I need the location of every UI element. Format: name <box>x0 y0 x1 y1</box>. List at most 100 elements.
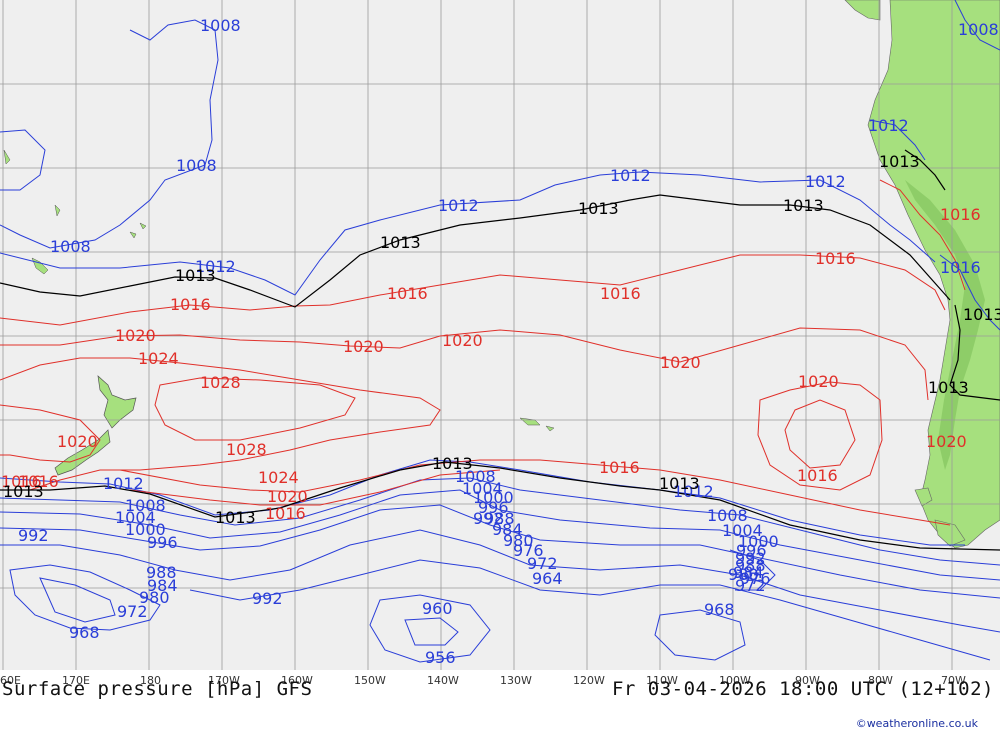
andes-highlands <box>905 180 985 470</box>
label-1013: 1013 <box>3 482 44 501</box>
label-1012: 1012 <box>805 172 846 191</box>
label-1008: 1008 <box>707 506 748 525</box>
label-1016: 1016 <box>1 472 42 491</box>
label-964: 964 <box>532 569 563 588</box>
label-976: 976 <box>740 569 771 588</box>
label-1008: 1008 <box>50 237 91 256</box>
label-1013: 1013 <box>380 233 421 252</box>
label-1000: 1000 <box>125 520 166 539</box>
label-1020: 1020 <box>267 487 308 506</box>
label-972: 972 <box>527 554 558 573</box>
label-956: 956 <box>425 648 456 667</box>
label-1028: 1028 <box>226 440 267 459</box>
credit-link[interactable]: ©weatheronline.co.uk <box>855 717 978 730</box>
label-960: 960 <box>422 599 453 618</box>
label-1020: 1020 <box>660 353 701 372</box>
label-1000: 1000 <box>473 488 514 507</box>
longitude-label: 70W <box>941 674 966 687</box>
label-996: 996 <box>147 533 178 552</box>
map-footer: 60E 170E 180 170W 160W 150W 140W 130W 12… <box>0 670 1000 733</box>
new-zealand-south-island <box>54 429 111 476</box>
longitude-label: 140W <box>427 674 459 687</box>
label-1013: 1013 <box>432 454 473 473</box>
label-980: 980 <box>503 531 534 550</box>
label-1012: 1012 <box>103 474 144 493</box>
label-972: 972 <box>735 576 766 595</box>
longitude-label: 130W <box>500 674 532 687</box>
label-1013: 1013 <box>963 305 1000 324</box>
label-1004: 1004 <box>722 521 763 540</box>
longitude-label: 60E <box>0 674 21 687</box>
label-1016: 1016 <box>797 466 838 485</box>
label-1013: 1013 <box>879 152 920 171</box>
label-1000: 1000 <box>738 532 779 551</box>
label-984: 984 <box>492 520 523 539</box>
longitude-label: 100W <box>719 674 751 687</box>
label-1016: 1016 <box>170 295 211 314</box>
isobar-labels: 1008 1008 1008 1012 1012 1012 1012 1012 … <box>1 16 1000 667</box>
longitude-label: 150W <box>354 674 386 687</box>
label-1016: 1016 <box>387 284 428 303</box>
longitude-label: 120W <box>573 674 605 687</box>
label-1008: 1008 <box>455 467 496 486</box>
label-1013: 1013 <box>578 199 619 218</box>
label-1004: 1004 <box>115 508 156 527</box>
label-1013: 1013 <box>928 378 969 397</box>
longitude-label: 180 <box>140 674 161 687</box>
label-1004: 1004 <box>462 479 503 498</box>
label-980: 980 <box>139 588 170 607</box>
label-1028: 1028 <box>200 373 241 392</box>
label-1020: 1020 <box>115 326 156 345</box>
label-1013: 1013 <box>659 474 700 493</box>
label-1013: 1013 <box>783 196 824 215</box>
label-992: 992 <box>473 509 504 528</box>
label-988: 988 <box>484 509 515 528</box>
new-zealand-north-island <box>97 375 137 429</box>
label-1020: 1020 <box>57 432 98 451</box>
label-1024: 1024 <box>258 468 299 487</box>
longitude-label: 110W <box>646 674 678 687</box>
label-1024: 1024 <box>138 349 179 368</box>
label-1016: 1016 <box>815 249 856 268</box>
label-1016: 1016 <box>18 472 59 491</box>
graticule <box>0 0 1000 670</box>
central-america-land <box>844 0 881 21</box>
label-1008: 1008 <box>125 496 166 515</box>
label-968: 968 <box>69 623 100 642</box>
label-1016: 1016 <box>599 458 640 477</box>
label-992: 992 <box>252 589 283 608</box>
reference-isobar-1013 <box>0 149 1000 551</box>
label-1020: 1020 <box>926 432 967 451</box>
longitude-label: 160W <box>281 674 313 687</box>
label-1012: 1012 <box>610 166 651 185</box>
label-992: 992 <box>18 526 49 545</box>
label-980: 980 <box>728 565 759 584</box>
valid-time: Fr 03-04-2026 18:00 UTC (12+102) <box>611 678 994 700</box>
south-america-landmass <box>867 0 1000 549</box>
label-1020: 1020 <box>343 337 384 356</box>
longitude-label: 90W <box>795 674 820 687</box>
label-996: 996 <box>736 541 767 560</box>
label-1016: 1016 <box>940 258 981 277</box>
label-1012: 1012 <box>195 257 236 276</box>
pressure-map: 1008 1008 1008 1012 1012 1012 1012 1012 … <box>0 0 1000 670</box>
label-1008: 1008 <box>200 16 241 35</box>
label-1012: 1012 <box>673 482 714 501</box>
label-1020: 1020 <box>442 331 483 350</box>
label-1016: 1016 <box>600 284 641 303</box>
longitude-label: 170W <box>208 674 240 687</box>
chart-title: Surface pressure [hPa] GFS <box>2 678 313 700</box>
label-984: 984 <box>733 563 764 582</box>
label-992: 992 <box>735 549 766 568</box>
label-988: 988 <box>735 556 766 575</box>
label-976: 976 <box>513 541 544 560</box>
label-972: 972 <box>117 602 148 621</box>
high-pressure-isobars <box>0 179 966 526</box>
label-1013: 1013 <box>175 266 216 285</box>
label-1012: 1012 <box>438 196 479 215</box>
label-984: 984 <box>147 576 178 595</box>
longitude-label: 170E <box>62 674 90 687</box>
label-1020: 1020 <box>798 372 839 391</box>
label-1013: 1013 <box>215 508 256 527</box>
label-1008: 1008 <box>958 20 999 39</box>
